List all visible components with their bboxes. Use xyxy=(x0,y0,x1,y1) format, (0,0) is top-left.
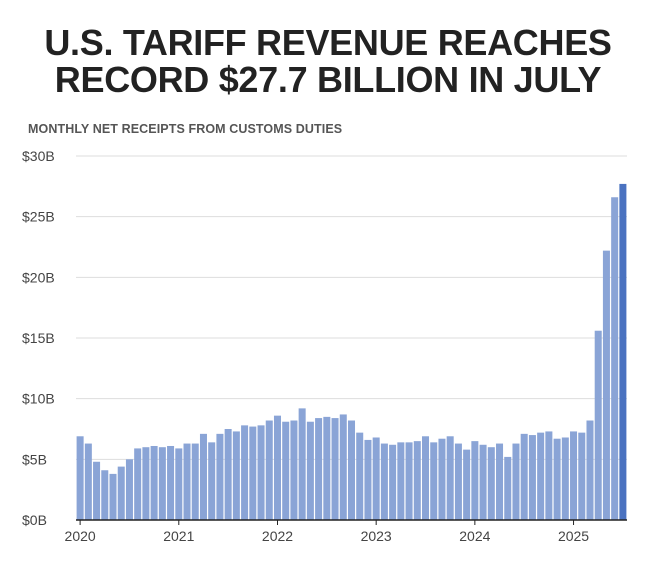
bar xyxy=(611,197,619,520)
bar xyxy=(578,432,586,520)
bar xyxy=(471,441,479,520)
bar xyxy=(232,431,240,520)
bar xyxy=(512,443,520,520)
y-tick-label: $5B xyxy=(22,451,47,467)
bar xyxy=(175,448,183,520)
bar xyxy=(405,442,413,520)
bar xyxy=(158,447,166,520)
bar xyxy=(76,436,84,520)
bar xyxy=(356,432,364,520)
bar xyxy=(208,442,216,520)
bar xyxy=(347,420,356,520)
chart-subtitle: MONTHLY NET RECEIPTS FROM CUSTOMS DUTIES xyxy=(28,122,343,136)
y-tick-label: $30B xyxy=(22,148,55,164)
bar xyxy=(380,443,388,520)
bar xyxy=(241,425,249,520)
bar xyxy=(619,183,627,520)
bar xyxy=(463,449,471,520)
bar xyxy=(586,420,594,520)
bar xyxy=(298,408,306,520)
bar xyxy=(528,435,536,520)
gridlines xyxy=(76,155,627,460)
bar xyxy=(167,445,175,520)
bar xyxy=(282,421,290,520)
bar xyxy=(479,444,487,520)
x-tick-label: 2021 xyxy=(163,528,194,544)
bar xyxy=(438,438,446,520)
bar xyxy=(389,444,397,520)
bar xyxy=(372,437,380,520)
bar xyxy=(504,456,512,520)
x-tick-label: 2024 xyxy=(459,528,490,544)
bar xyxy=(290,420,298,520)
x-tick-label: 2025 xyxy=(558,528,589,544)
bar xyxy=(454,443,462,520)
bar xyxy=(257,425,265,520)
bars xyxy=(76,183,627,520)
chart-title: U.S. TARIFF REVENUE REACHES RECORD $27.7… xyxy=(0,24,656,98)
bar xyxy=(134,448,142,520)
bar xyxy=(84,443,92,520)
bar xyxy=(249,426,257,520)
x-tick-label: 2020 xyxy=(65,528,96,544)
y-tick-label: $15B xyxy=(22,330,55,346)
bar xyxy=(93,461,101,520)
bar xyxy=(364,439,372,520)
x-tick-label: 2022 xyxy=(262,528,293,544)
bar xyxy=(199,433,207,520)
bar xyxy=(561,437,569,520)
bar xyxy=(224,429,232,520)
bar xyxy=(273,415,281,520)
bar xyxy=(570,431,578,520)
y-tick-label: $10B xyxy=(22,391,55,407)
bar xyxy=(422,436,430,520)
y-tick-label: $0B xyxy=(22,512,47,528)
bar xyxy=(545,431,553,520)
y-tick-labels: $0B $5B $10B $15B $20B $25B $30B xyxy=(22,148,55,528)
bar xyxy=(323,416,331,520)
bar xyxy=(117,466,125,520)
bar xyxy=(446,436,454,520)
bar xyxy=(520,433,528,520)
y-tick-label: $25B xyxy=(22,209,55,225)
chart-title-line-1: U.S. TARIFF REVENUE REACHES xyxy=(44,22,612,63)
x-tick-labels: 2020 2021 2022 2023 2024 2025 xyxy=(65,528,590,544)
bar xyxy=(413,441,421,520)
chart-title-line-2: RECORD $27.7 BILLION IN JULY xyxy=(54,59,602,100)
bar xyxy=(101,470,109,520)
axes xyxy=(76,519,627,525)
bar xyxy=(553,438,561,520)
bar xyxy=(496,443,504,520)
bar xyxy=(306,421,314,520)
x-tick-label: 2023 xyxy=(361,528,392,544)
bar xyxy=(594,330,602,520)
bar xyxy=(265,420,273,520)
bar xyxy=(315,418,323,520)
bar xyxy=(150,445,158,520)
y-tick-label: $20B xyxy=(22,269,55,285)
bar xyxy=(339,414,347,520)
bar xyxy=(125,459,133,520)
bar xyxy=(216,433,224,520)
bar xyxy=(430,442,438,520)
bar xyxy=(397,442,405,520)
bar xyxy=(142,447,150,520)
bar xyxy=(109,473,117,520)
bar xyxy=(602,250,610,520)
bar xyxy=(487,447,495,520)
bar xyxy=(537,432,545,520)
bar xyxy=(183,443,191,520)
bar xyxy=(191,443,199,520)
bar xyxy=(331,418,339,520)
